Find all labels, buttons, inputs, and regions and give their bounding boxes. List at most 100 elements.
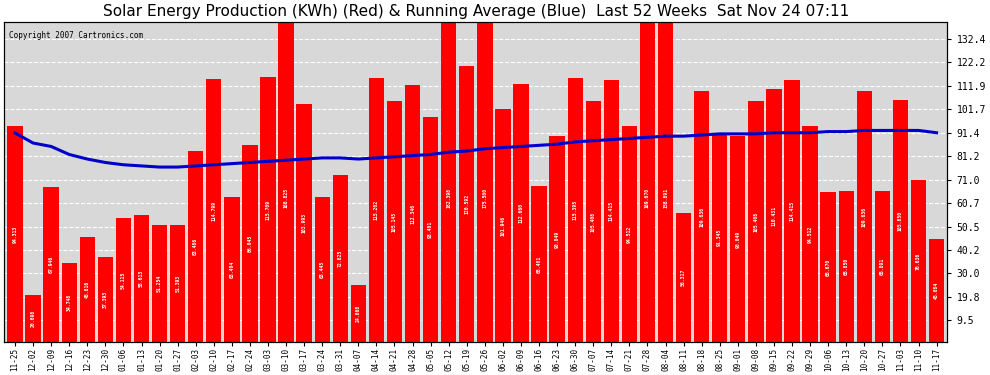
Text: 45.816: 45.816 [85,281,90,298]
Text: 91.345: 91.345 [717,229,723,246]
Bar [477,0,492,342]
Bar [278,0,294,342]
Text: 37.393: 37.393 [103,291,108,308]
Bar [694,91,710,342]
Bar [170,225,185,342]
Text: 63.404: 63.404 [230,261,235,278]
Text: 115.395: 115.395 [572,200,578,220]
Bar [260,77,275,342]
Text: 115.709: 115.709 [265,200,270,220]
Bar [640,0,655,342]
Bar [911,180,927,342]
Text: 55.613: 55.613 [139,270,144,287]
Text: 109.636: 109.636 [699,207,704,227]
Text: 103.993: 103.993 [302,213,307,233]
Bar [387,102,402,342]
Bar [61,262,77,342]
Text: 94.512: 94.512 [808,225,813,243]
Bar [495,109,511,342]
Bar [405,85,420,342]
Text: 90.049: 90.049 [736,231,741,248]
Text: 112.660: 112.660 [519,203,524,223]
Text: 34.748: 34.748 [66,294,71,311]
Bar [622,126,638,342]
Text: 169.670: 169.670 [644,188,650,208]
Bar [459,66,474,342]
Bar [929,239,944,342]
Bar [7,126,23,342]
Text: 86.045: 86.045 [248,235,252,252]
Bar [134,215,149,342]
Text: 158.891: 158.891 [663,188,668,208]
Text: 51.254: 51.254 [157,275,162,292]
Text: 109.636: 109.636 [862,207,867,227]
Text: 56.317: 56.317 [681,269,686,286]
Bar [26,295,41,342]
Text: 68.401: 68.401 [537,255,542,273]
Bar [766,89,782,342]
Bar [188,151,203,342]
Bar [658,0,673,342]
Text: 45.084: 45.084 [935,282,940,299]
Text: 101.946: 101.946 [500,215,506,236]
Bar [206,80,222,342]
Text: 94.512: 94.512 [627,225,632,243]
Text: 65.850: 65.850 [843,258,848,275]
Text: 114.415: 114.415 [609,201,614,221]
Bar [79,237,95,342]
Bar [856,91,872,342]
Bar [243,145,257,342]
Bar [731,136,745,342]
Bar [748,101,763,342]
Text: 94.313: 94.313 [13,226,18,243]
Text: 114.799: 114.799 [211,201,216,221]
Bar [549,136,564,342]
Text: 105.408: 105.408 [591,211,596,232]
Text: 51.393: 51.393 [175,275,180,292]
Text: 65.891: 65.891 [880,258,885,275]
Bar [839,191,854,342]
Text: 83.486: 83.486 [193,238,198,255]
Bar [604,80,619,342]
Text: 168.825: 168.825 [283,188,288,208]
Bar [532,186,546,342]
Bar [784,80,800,342]
Bar [116,218,131,342]
Bar [676,213,691,342]
Bar [893,100,908,342]
Text: 115.202: 115.202 [374,200,379,220]
Bar [803,126,818,342]
Bar [423,117,439,342]
Text: 112.346: 112.346 [410,204,415,224]
Text: 110.431: 110.431 [771,206,776,226]
Bar [296,104,312,342]
Text: 182.398: 182.398 [446,188,451,208]
Text: 20.698: 20.698 [31,310,36,327]
Text: 98.401: 98.401 [428,221,433,238]
Bar [315,197,330,342]
Text: Copyright 2007 Cartronics.com: Copyright 2007 Cartronics.com [9,32,143,40]
Bar [567,78,583,342]
Bar [98,256,113,342]
Text: 72.825: 72.825 [338,250,343,267]
Bar [875,191,890,342]
Text: 114.415: 114.415 [790,201,795,221]
Bar [368,78,384,342]
Text: 105.408: 105.408 [753,211,758,232]
Title: Solar Energy Production (KWh) (Red) & Running Average (Blue)  Last 52 Weeks  Sat: Solar Energy Production (KWh) (Red) & Ru… [103,4,848,19]
Bar [821,192,836,342]
Bar [151,225,167,342]
Text: 105.850: 105.850 [898,211,903,231]
Bar [513,84,529,342]
Bar [350,285,366,342]
Text: 24.868: 24.868 [355,305,360,322]
Text: 120.592: 120.592 [464,194,469,214]
Text: 90.049: 90.049 [554,231,559,248]
Text: 54.115: 54.115 [121,272,126,289]
Bar [333,176,347,342]
Text: 67.946: 67.946 [49,256,53,273]
Text: 70.636: 70.636 [916,253,921,270]
Text: 175.500: 175.500 [482,188,487,208]
Text: 65.670: 65.670 [826,258,831,276]
Bar [44,187,58,342]
